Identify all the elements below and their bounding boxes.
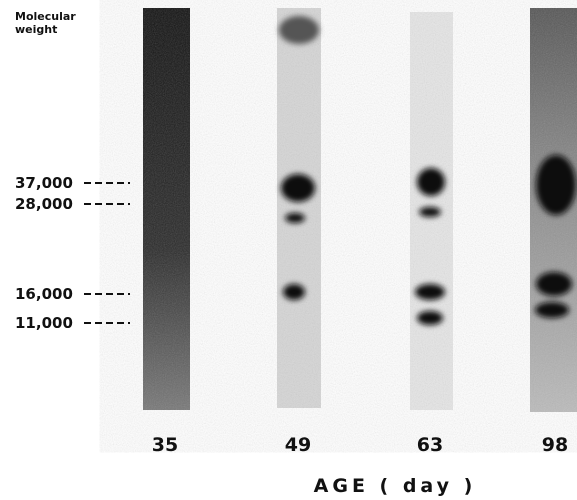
gel-texture (143, 8, 577, 412)
lane-label: 49 (285, 434, 311, 456)
marker-label: 11,000 (15, 314, 73, 332)
x-axis-title: AGE ( day ) (314, 475, 477, 497)
lane-label: 98 (542, 434, 568, 456)
axis-label: Molecular weight (15, 10, 76, 36)
lane-labels: 35 49 63 98 (152, 434, 568, 456)
lanes (143, 8, 577, 412)
marker-label: 16,000 (15, 285, 73, 303)
marker-label: 37,000 (15, 174, 73, 192)
bands (279, 16, 576, 325)
lane-label: 35 (152, 434, 178, 456)
markers: 37,000 28,000 16,000 11,000 (15, 174, 130, 332)
marker-label: 28,000 (15, 195, 73, 213)
lane-label: 63 (417, 434, 443, 456)
